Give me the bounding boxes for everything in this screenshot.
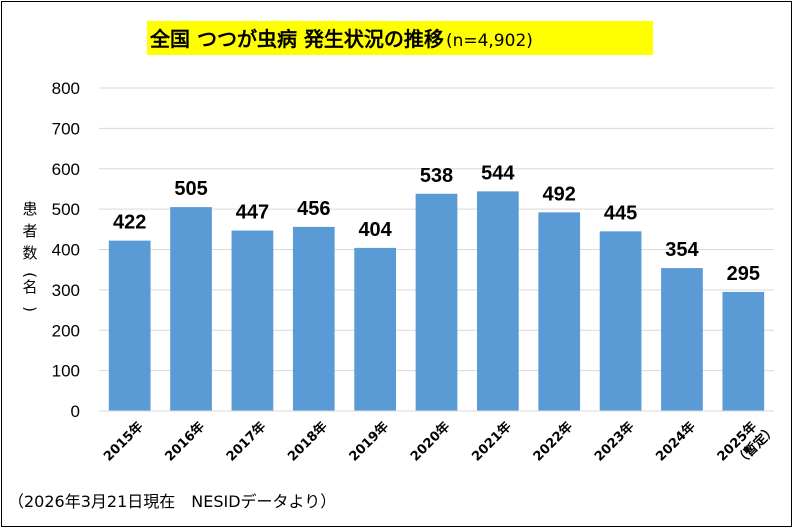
title-main: 全国 つつが虫病 発生状況の推移 (149, 27, 444, 51)
y-axis-label-char: ( (21, 272, 39, 278)
y-tick-label: 700 (52, 119, 80, 138)
y-axis-ticks: 0 100 200 300 400 500 600 700 800 (52, 79, 80, 421)
x-tick-label: 2019年 (346, 419, 392, 465)
x-tick: 2025年（暫定） (714, 419, 780, 470)
y-tick-label: 300 (52, 281, 80, 300)
y-axis-label-char: 患 (22, 200, 37, 218)
data-label: 538 (420, 165, 453, 187)
bar (538, 212, 581, 411)
x-tick: 2024年 (653, 419, 699, 465)
x-tick: 2021年 (469, 419, 515, 465)
data-label: 456 (297, 198, 330, 220)
data-label: 544 (481, 162, 515, 184)
title-highlight (147, 21, 653, 55)
x-tick-label: 2015年 (100, 419, 146, 465)
x-tick: 2019年 (346, 419, 392, 465)
x-tick: 2018年 (285, 419, 331, 465)
x-tick-label: 2018年 (285, 419, 331, 465)
y-tick-label: 600 (52, 160, 80, 179)
bar (108, 240, 151, 411)
bar (661, 268, 703, 411)
bar (722, 291, 765, 411)
chart-title: 全国 つつが虫病 発生状況の推移 (n=4,902) (149, 27, 533, 51)
y-axis-label-char: ) (21, 306, 39, 312)
data-label: 445 (604, 202, 637, 224)
x-tick: 2015年 (100, 419, 146, 465)
x-tick-label: 2021年 (469, 419, 515, 465)
bar (415, 193, 458, 411)
bar (477, 191, 519, 411)
y-axis-label-char: 者 (22, 222, 37, 240)
y-tick-label: 100 (52, 362, 80, 381)
x-tick-label: 2020年 (407, 419, 453, 465)
x-tick-label: 2016年 (162, 419, 208, 465)
bar (231, 230, 274, 411)
x-tick: 2020年 (407, 419, 453, 465)
x-tick-label: 2023年 (591, 419, 637, 465)
data-label: 492 (543, 183, 576, 205)
y-axis-label: 患者数 (名) (21, 200, 39, 312)
data-label: 354 (665, 239, 699, 261)
y-axis-label-char: 数 (22, 244, 37, 262)
data-label: 447 (236, 202, 269, 224)
x-tick: 2017年 (223, 419, 269, 465)
bar (354, 247, 396, 411)
data-label: 404 (358, 219, 392, 241)
bars (108, 191, 765, 411)
bar (599, 231, 642, 411)
bar (292, 226, 335, 411)
x-tick-label: 2022年 (530, 419, 576, 465)
y-tick-label: 500 (52, 200, 80, 219)
title-count: (n=4,902) (446, 31, 533, 51)
y-tick-label: 400 (52, 241, 80, 260)
x-tick: 2023年 (591, 419, 637, 465)
y-tick-label: 800 (52, 79, 80, 98)
y-tick-label: 0 (71, 402, 80, 421)
x-tick: 2022年 (530, 419, 576, 465)
data-label: 295 (727, 263, 760, 285)
x-tick-label: 2017年 (223, 419, 269, 465)
x-tick: 2016年 (162, 419, 208, 465)
data-label: 505 (174, 178, 207, 200)
data-labels: 422 505 447 456 404 538 544 492 445 354 295 (113, 162, 760, 285)
y-axis-label-char: 名 (22, 278, 37, 296)
data-label: 422 (113, 212, 146, 234)
x-axis-ticks: 2015年 2016年 2017年 2018年 2019年 2020年 2021年 2022年… (100, 419, 780, 470)
y-tick-label: 200 (52, 321, 80, 340)
x-tick-label: 2024年 (653, 419, 699, 465)
footnote: （2026年3月21日現在 NESIDデータより） (8, 492, 336, 511)
bar (170, 207, 212, 411)
